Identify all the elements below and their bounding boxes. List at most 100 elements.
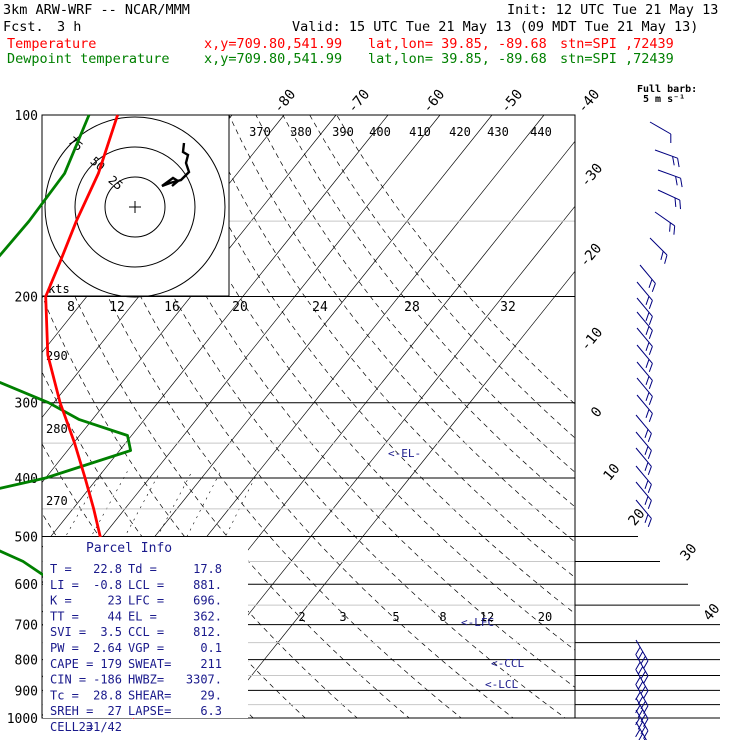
isotherm-label: -30 [578,161,607,191]
isotherm-label: -10 [578,325,607,355]
isotherm [42,115,389,549]
parcel-info-value: 27 [108,704,122,718]
parcel-info-key: SHEAR= [128,688,171,702]
wind-barb [639,264,656,292]
plot-frame [41,114,576,719]
wind-barb [635,639,649,669]
parcel-info-key: Tc = [50,688,79,702]
isotherm-label: -40 [575,87,604,117]
mixing-ratio-label: 20 [538,610,552,624]
isotherm-label: -50 [498,87,527,117]
wind-barb [635,654,649,684]
parcel-info-value: 2.64 [93,641,122,655]
mixing-ratio-label: 8 [67,300,75,315]
wind-barb [635,465,652,493]
parcel-info-key: LCL = [128,578,164,592]
dry-adiabat [228,115,575,543]
parcel-info-value: 23 [108,594,122,608]
wind-barb [636,394,653,422]
isotherm-label: -80 [271,87,300,117]
mixing-ratio-label: 16 [164,300,180,315]
isotherm-label: -20 [577,241,606,271]
wind-barb [635,721,647,740]
parcel-info-key: T = [50,562,72,576]
mixing-ratio-label: 3 [339,610,346,624]
latlon-dew: lat,lon= 39.85, -89.68 [368,51,547,67]
mixing-ratio-label: 28 [404,300,420,315]
parcel-info-value: 17.8 [193,562,222,576]
parcel-info-key: Td = [128,562,157,576]
parcel-info-key: LFC = [128,594,164,608]
isotherm-label: 10 [600,461,623,484]
wind-barb [636,327,653,355]
wind-barb [635,669,649,699]
pressure-label: 500 [15,530,38,545]
isotherm-label: 40 [700,601,723,624]
mixing-ratio-label: 20 [232,300,248,315]
isotherm-label: 20 [625,506,648,529]
isotherm-label: -60 [420,87,449,117]
parcel-info-key: LAPSE= [128,704,171,718]
parcel-info-key: HWBZ= [128,673,164,687]
parcel-info-key: CAPE = [50,657,93,671]
parcel-info-value: 881. [193,578,222,592]
parcel-info-value: 28.8 [93,688,122,702]
parcel-info-key: CELL = [50,720,93,734]
wind-barb [636,311,653,339]
level-marker: <-LFC [461,616,494,629]
wind-barb [635,709,649,739]
wind-barb [635,697,649,727]
mixing-ratio-label: 8 [439,610,446,624]
wind-barb [635,414,652,442]
mixing-ratio-label: 5 [392,610,399,624]
dry-adiabat [120,115,575,688]
fcst-label: Fcst. [3,19,44,35]
theta-label: 280 [46,422,68,436]
parcel-info-key: VGP = [128,641,164,655]
parcel-info-value: -186 [93,673,122,687]
parcel-info-title: Parcel Info [86,541,172,556]
parcel-info-key: K = [50,594,72,608]
wind-barb [635,481,652,509]
dry-adiabat [42,118,462,718]
wind-barb [657,189,681,210]
parcel-info-key: PW = [50,641,79,655]
theta-label: 290 [46,349,68,363]
parcel-info-value: 231/42 [79,720,122,734]
mixing-ratio-label: 12 [109,300,125,315]
hodograph-ring [74,146,196,268]
theta-label: 400 [369,125,391,139]
dry-adiabat [174,115,575,615]
pressure-label: 700 [15,619,38,634]
wind-barb [657,169,683,188]
pressure-label: 300 [15,397,38,412]
parcel-info-value: 6.3 [200,704,222,718]
wind-barb [636,344,653,372]
isotherm-label: 0 [588,404,606,421]
isotherm-label: -70 [345,87,374,117]
dry-adiabat [201,115,575,578]
parcel-info-key: CCL = [128,625,164,639]
wind-barb [649,121,672,143]
theta-label: 410 [409,125,431,139]
barb-legend-line2: 5 m s⁻¹ [643,94,686,105]
dry-adiabat [282,115,575,473]
wind-barb [636,281,653,309]
wind-barb [649,237,668,264]
temperature-legend: Temperature [7,36,97,52]
parcel-info-value: 22.8 [93,562,122,576]
parcel-info-value: 211 [200,657,222,671]
dry-adiabat [42,212,410,718]
theta-label: 420 [449,125,471,139]
mixing-ratio-label: 12 [480,610,494,624]
wind-barb [635,447,652,475]
wind-barb [636,297,653,325]
fcst-value: 3 h [57,19,82,35]
hodograph-ring [104,176,166,238]
parcel-info-value: 696. [193,594,222,608]
wind-barb [654,211,676,235]
stn-temp: stn=SPI ,72439 [560,36,674,52]
parcel-info-value: 3.5 [100,625,122,639]
